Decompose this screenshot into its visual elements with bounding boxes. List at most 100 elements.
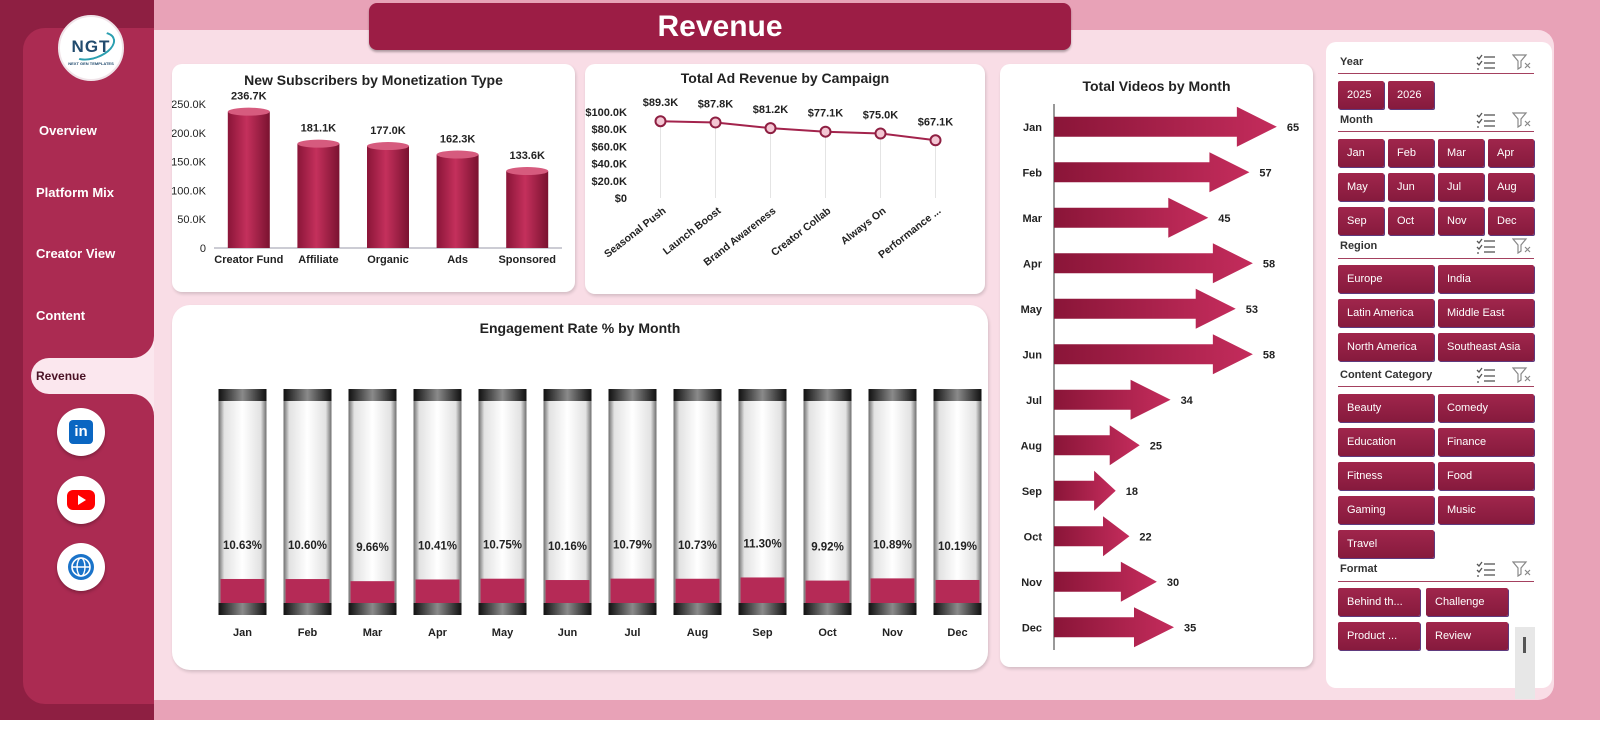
youtube-button[interactable] xyxy=(57,476,105,524)
category-option[interactable]: Comedy xyxy=(1438,394,1534,422)
linkedin-button[interactable]: in xyxy=(57,408,105,456)
arrow-bar xyxy=(1054,561,1157,602)
month-option[interactable]: Feb xyxy=(1388,139,1434,167)
fill-level xyxy=(480,578,525,603)
category-option[interactable]: Finance xyxy=(1438,428,1534,456)
nav-platform-mix[interactable]: Platform Mix xyxy=(36,185,115,200)
month-option[interactable]: May xyxy=(1338,173,1384,201)
tube-base xyxy=(933,603,982,615)
website-button[interactable] xyxy=(57,543,105,591)
category-option[interactable]: Beauty xyxy=(1338,394,1434,422)
filter-panel: Year 2025 2026 Month Jan Feb Mar Apr May Jun Jul Au… xyxy=(1326,42,1552,699)
category-multiselect-icon[interactable] xyxy=(1476,367,1495,383)
region-option[interactable]: India xyxy=(1438,265,1534,293)
tube-base xyxy=(218,603,267,615)
format-multiselect-icon[interactable] xyxy=(1476,561,1495,577)
fill-level xyxy=(935,579,980,603)
bar xyxy=(436,154,479,248)
year-clear-filter-icon[interactable] xyxy=(1511,54,1531,71)
arrow-bar xyxy=(1054,334,1253,375)
nav-creator-view[interactable]: Creator View xyxy=(36,246,116,261)
tube xyxy=(478,389,527,615)
year-option[interactable]: 2026 xyxy=(1388,81,1434,109)
month-option[interactable]: Jul xyxy=(1438,173,1484,201)
data-label: 10.89% xyxy=(873,539,912,551)
scrollbar-thumb[interactable] xyxy=(1523,637,1526,653)
month-option[interactable]: Sep xyxy=(1338,207,1384,235)
data-label: 35 xyxy=(1184,622,1196,634)
data-label: 181.1K xyxy=(301,123,337,135)
format-clear-filter-icon[interactable] xyxy=(1511,561,1531,578)
videos-chart-card: Total Videos by Month 65 Jan 57 Feb 45 Mar 58 A… xyxy=(1000,64,1313,667)
arrow-bar xyxy=(1054,106,1277,147)
format-option[interactable]: Behind th... xyxy=(1338,588,1420,616)
region-option[interactable]: Latin America xyxy=(1338,299,1434,327)
arrow-bar xyxy=(1054,607,1174,648)
region-option[interactable]: Middle East xyxy=(1438,299,1534,327)
category-slicer-divider xyxy=(1338,386,1534,387)
format-option[interactable]: Review xyxy=(1426,622,1508,650)
y-tick-label: $60.0K xyxy=(592,141,628,153)
x-tick-label: Jan xyxy=(233,627,252,639)
nav-content[interactable]: Content xyxy=(36,308,86,323)
data-label: 10.75% xyxy=(483,540,522,552)
month-option[interactable]: Nov xyxy=(1438,207,1484,235)
tube xyxy=(348,389,397,615)
y-tick-label: $40.0K xyxy=(592,159,628,171)
region-multiselect-icon[interactable] xyxy=(1476,238,1495,254)
sidebar: NGT NEXT GEN TEMPLATES Overview Platform… xyxy=(0,0,154,720)
tube xyxy=(283,389,332,615)
y-tick-label: Nov xyxy=(1021,577,1043,589)
category-option[interactable]: Gaming xyxy=(1338,496,1434,524)
year-multiselect-icon[interactable] xyxy=(1476,54,1495,70)
month-multiselect-icon[interactable] xyxy=(1476,112,1495,128)
region-option[interactable]: Europe xyxy=(1338,265,1434,293)
category-option[interactable]: Travel xyxy=(1338,530,1434,558)
region-option[interactable]: North America xyxy=(1338,333,1434,361)
category-option[interactable]: Music xyxy=(1438,496,1534,524)
region-option[interactable]: Southeast Asia xyxy=(1438,333,1534,361)
year-option[interactable]: 2025 xyxy=(1338,81,1384,109)
category-clear-filter-icon[interactable] xyxy=(1511,367,1531,384)
month-option[interactable]: Mar xyxy=(1438,139,1484,167)
data-label: 177.0K xyxy=(370,125,406,137)
tube-base xyxy=(673,603,722,615)
x-tick-label: Jul xyxy=(625,627,641,639)
region-clear-filter-icon[interactable] xyxy=(1511,238,1531,255)
month-option[interactable]: Aug xyxy=(1488,173,1534,201)
y-tick-label: Aug xyxy=(1021,440,1042,452)
fill-level xyxy=(610,578,655,603)
format-scrollbar[interactable] xyxy=(1515,627,1535,699)
y-tick-label: 150.0K xyxy=(172,157,207,169)
format-option[interactable]: Challenge xyxy=(1426,588,1508,616)
page-title: Revenue xyxy=(657,10,783,43)
format-slicer-divider xyxy=(1338,581,1534,582)
y-tick-label: 100.0K xyxy=(172,185,207,197)
month-option[interactable]: Oct xyxy=(1388,207,1434,235)
tube-cap xyxy=(218,389,267,401)
month-clear-filter-icon[interactable] xyxy=(1511,112,1531,129)
x-tick-label: May xyxy=(492,627,514,639)
format-option[interactable]: Product ... xyxy=(1338,622,1420,650)
category-option[interactable]: Education xyxy=(1338,428,1434,456)
bar-top xyxy=(227,107,270,116)
fill-level xyxy=(220,578,265,603)
y-tick-label: $20.0K xyxy=(592,176,628,188)
nav-revenue[interactable]: Revenue xyxy=(31,358,154,394)
data-label: 10.41% xyxy=(418,540,457,552)
category-option[interactable]: Food xyxy=(1438,462,1534,490)
videos-chart-title: Total Videos by Month xyxy=(1082,78,1231,94)
data-label: 11.30% xyxy=(743,538,781,550)
month-option[interactable]: Dec xyxy=(1488,207,1534,235)
month-option[interactable]: Jun xyxy=(1388,173,1434,201)
category-option[interactable]: Fitness xyxy=(1338,462,1434,490)
fill-level xyxy=(350,581,395,603)
data-label: 58 xyxy=(1263,349,1275,361)
data-label: 22 xyxy=(1139,531,1151,543)
month-option[interactable]: Jan xyxy=(1338,139,1384,167)
month-option[interactable]: Apr xyxy=(1488,139,1534,167)
nav-overview[interactable]: Overview xyxy=(39,123,97,138)
x-tick-label: Ads xyxy=(447,254,468,266)
x-tick-label: Organic xyxy=(367,254,409,266)
format-slicer-label: Format xyxy=(1340,563,1378,575)
